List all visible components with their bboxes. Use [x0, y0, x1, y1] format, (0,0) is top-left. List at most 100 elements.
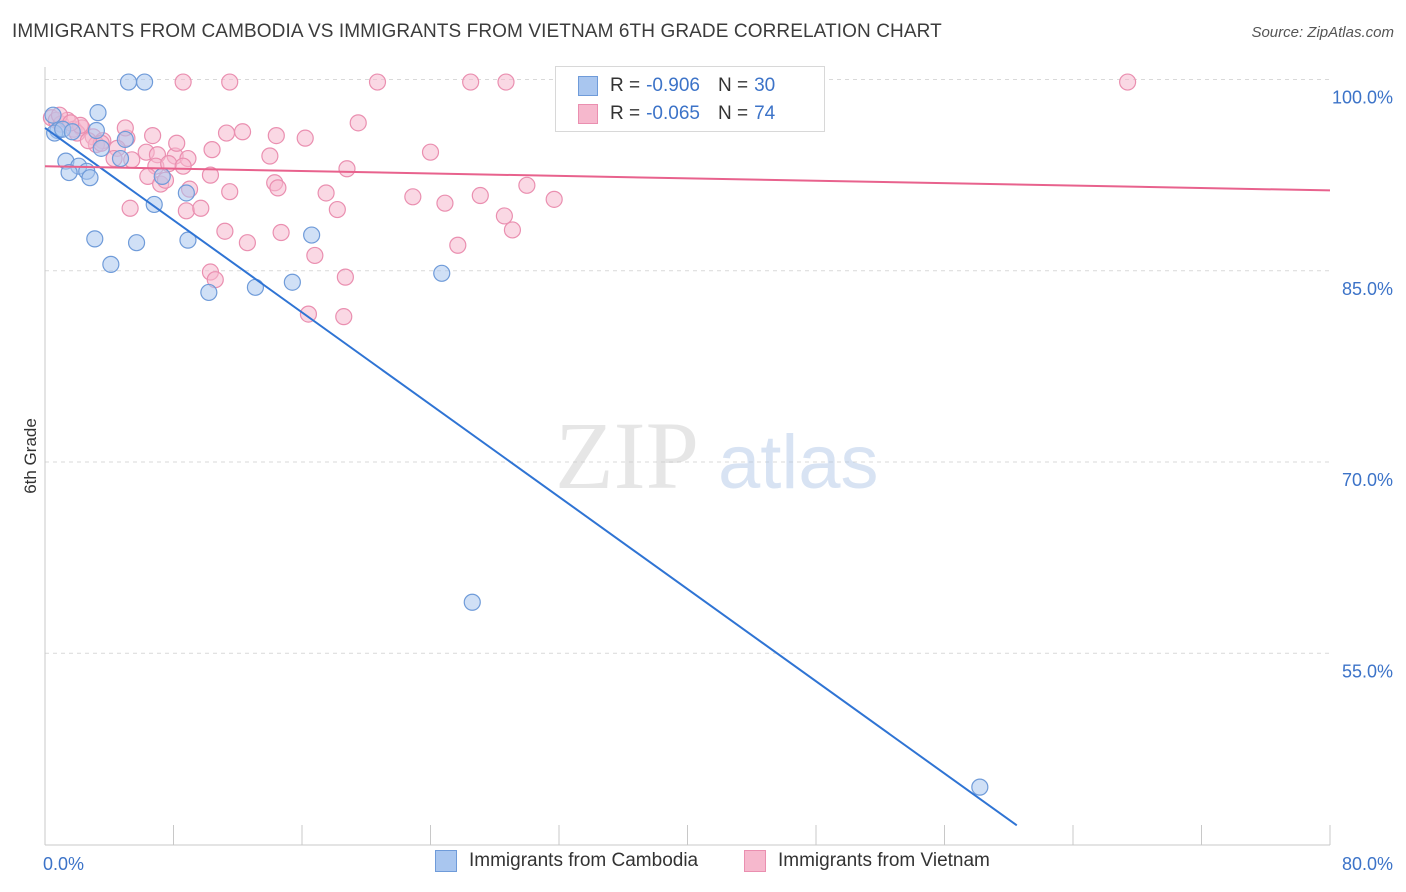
- y-tick-labels: 100.0% 85.0% 70.0% 55.0%: [1332, 88, 1393, 682]
- vietnam-point: [1119, 73, 1137, 91]
- legend-item-vietnam[interactable]: Immigrants from Vietnam: [744, 850, 990, 872]
- y-tick-label: 85.0%: [1342, 279, 1393, 299]
- x-tick-label: 0.0%: [43, 854, 84, 874]
- gridlines: [45, 79, 1330, 654]
- cambodia-point: [87, 121, 106, 140]
- vietnam-point: [328, 200, 346, 219]
- x-tick-label: 80.0%: [1342, 854, 1393, 874]
- vietnam-point: [299, 305, 318, 323]
- cambodia-point: [283, 273, 301, 291]
- watermark-atlas: atlas: [718, 420, 879, 505]
- vietnam-point: [421, 143, 440, 161]
- vietnam-point: [336, 268, 354, 286]
- vietnam-point: [201, 166, 220, 184]
- cambodia-point: [463, 593, 481, 611]
- x-tick-labels: 0.0% 80.0%: [43, 854, 1393, 874]
- vietnam-point: [471, 186, 489, 205]
- watermark: ZIP atlas: [555, 402, 879, 509]
- vietnam-point: [174, 73, 192, 91]
- vietnam-point: [217, 124, 236, 142]
- vietnam-point: [168, 134, 186, 152]
- legend-r-value: -0.065: [646, 103, 700, 124]
- legend-r-label: R =: [610, 103, 641, 124]
- vietnam-point: [177, 202, 195, 220]
- cambodia-point: [86, 230, 104, 248]
- cambodia-point: [116, 130, 134, 149]
- cambodia-point: [127, 234, 146, 252]
- legend-label-cambodia: Immigrants from Cambodia: [469, 850, 699, 871]
- vietnam-point: [216, 222, 234, 240]
- y-axis-title: 6th Grade: [21, 418, 40, 494]
- cambodia-point: [60, 163, 78, 182]
- vietnam-point: [436, 194, 454, 212]
- vietnam-point: [267, 127, 285, 145]
- series-legend: Immigrants from Cambodia Immigrants from…: [0, 850, 1406, 878]
- chart-title: IMMIGRANTS FROM CAMBODIA VS IMMIGRANTS F…: [12, 21, 942, 42]
- vietnam-point: [449, 236, 467, 254]
- cambodia-point: [102, 255, 120, 273]
- source-label: Source: ZipAtlas.com: [1251, 24, 1394, 41]
- legend-swatch-cambodia: [578, 76, 598, 96]
- vietnam-point: [335, 308, 353, 326]
- cambodia-point: [81, 169, 99, 187]
- legend-n-label: N =: [717, 103, 749, 124]
- vietnam-point: [495, 207, 513, 225]
- cambodia-point: [92, 139, 110, 157]
- legend-swatch-cambodia: [435, 850, 457, 872]
- vietnam-point: [545, 190, 563, 208]
- cambodia-point: [119, 73, 138, 91]
- vietnam-point: [269, 179, 287, 197]
- trendline-vietnam: [44, 165, 1331, 192]
- axes: [44, 67, 1331, 846]
- trendline-cambodia: [44, 127, 1018, 827]
- vietnam-point: [272, 223, 290, 242]
- vietnam-point: [368, 73, 387, 91]
- y-tick-label: 70.0%: [1342, 470, 1393, 490]
- cambodia-point: [153, 167, 171, 185]
- vietnam-point: [503, 221, 522, 239]
- cambodia-point: [303, 226, 321, 244]
- vietnam-point: [404, 188, 422, 206]
- cambodia-point: [135, 73, 154, 91]
- vietnam-point: [121, 199, 139, 217]
- legend-item-cambodia[interactable]: Immigrants from Cambodia: [435, 850, 698, 872]
- vietnam-point: [317, 184, 335, 202]
- legend-n-value: 74: [754, 103, 776, 124]
- vietnam-point: [296, 129, 314, 147]
- vietnam-point: [203, 141, 221, 159]
- cambodia-point: [433, 264, 451, 282]
- cambodia-point: [246, 278, 265, 296]
- vietnam-point: [144, 127, 162, 145]
- cambodia-point: [200, 283, 218, 302]
- legend-label-vietnam: Immigrants from Vietnam: [778, 850, 990, 871]
- legend-n-value: 30: [754, 75, 776, 96]
- cambodia-point: [63, 123, 81, 141]
- y-tick-label: 100.0%: [1332, 88, 1393, 108]
- trendlines: [44, 127, 1331, 827]
- vietnam-point: [306, 246, 324, 265]
- vietnam-point: [462, 73, 480, 91]
- cambodia-point: [179, 231, 197, 249]
- legend-swatch-vietnam: [744, 850, 766, 872]
- cambodia-point: [111, 149, 130, 168]
- vietnam-point: [349, 114, 367, 132]
- legend-row-cambodia: R = -0.906 N = 30: [578, 73, 775, 99]
- correlation-legend: R = -0.906 N = 30 R = -0.065 N = 74: [555, 66, 825, 132]
- vietnam-point: [221, 183, 239, 201]
- vietnam-point: [497, 73, 515, 91]
- legend-row-vietnam: R = -0.065 N = 74: [578, 101, 775, 127]
- vietnam-point: [261, 147, 279, 165]
- cambodia-point: [44, 106, 62, 124]
- legend-swatch-vietnam: [578, 104, 598, 124]
- cambodia-point: [177, 184, 195, 202]
- vietnam-point: [174, 157, 192, 175]
- vietnam-point: [238, 234, 256, 252]
- vietnam-point: [221, 73, 239, 91]
- legend-n-label: N =: [717, 75, 749, 96]
- watermark-zip: ZIP: [555, 402, 699, 509]
- vietnam-point: [518, 176, 536, 194]
- cambodia-point: [971, 778, 989, 796]
- y-tick-label: 55.0%: [1342, 661, 1393, 681]
- cambodia-point: [89, 104, 107, 122]
- vietnam-point: [192, 199, 210, 217]
